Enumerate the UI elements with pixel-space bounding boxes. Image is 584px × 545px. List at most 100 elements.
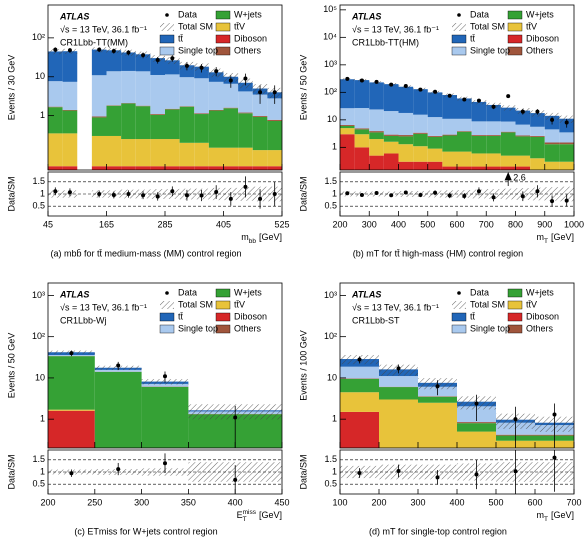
x-label-sub: T	[544, 516, 548, 523]
legend-swatch	[508, 35, 522, 43]
stack-segment	[457, 131, 472, 132]
x-tick-label: 450	[274, 497, 289, 507]
x-tick-label: 285	[157, 219, 172, 229]
ratio-point	[521, 194, 525, 198]
stack-segment	[340, 108, 355, 125]
legend-label: Total SM	[470, 21, 505, 31]
legend-label: Others	[234, 323, 262, 333]
stack-segment	[486, 167, 501, 172]
stack-segment	[457, 167, 472, 172]
ratio-point	[345, 191, 349, 195]
stack-segment	[516, 125, 531, 136]
y-tick-label: 1	[332, 414, 337, 424]
stack-segment	[486, 135, 501, 136]
y-tick-label: 10²	[324, 87, 337, 97]
stack-segment	[399, 87, 414, 113]
legend-label: tt̄V	[526, 21, 537, 31]
x-tick-label: 800	[508, 219, 523, 229]
x-tick-label: 250	[87, 497, 102, 507]
stack-segment	[340, 125, 355, 126]
data-point	[156, 58, 160, 62]
ratio-tick-label: 0.5	[324, 479, 337, 489]
stack-segment	[457, 422, 496, 423]
stack-segment	[142, 387, 189, 450]
ratio-overflow-arrow	[505, 173, 511, 186]
x-label-unit: [GeV]	[551, 232, 574, 242]
legend-swatch	[216, 325, 230, 333]
stack-segment	[48, 81, 63, 107]
legend-swatch	[216, 35, 230, 43]
stack-segment	[516, 135, 531, 136]
ratio-point	[170, 189, 174, 193]
stack-segment	[384, 136, 399, 142]
stack-segment	[457, 432, 496, 450]
data-point	[243, 77, 247, 81]
stack-segment	[340, 379, 379, 392]
stack-segment	[413, 133, 428, 134]
ratio-tick-label: 1	[40, 188, 45, 198]
x-tick-label: 600	[527, 497, 542, 507]
legend-label: Total SM	[178, 299, 213, 309]
data-point	[462, 97, 466, 101]
legend-label: Single top	[178, 45, 218, 55]
x-tick-label: 350	[181, 497, 196, 507]
ratio-point	[492, 195, 496, 199]
y-tick-label: 10²	[32, 331, 45, 341]
x-label-unit: [GeV]	[551, 510, 574, 520]
ratio-point	[477, 189, 481, 193]
stack-segment	[194, 166, 209, 172]
stack-segment	[194, 143, 209, 166]
stack-segment	[545, 162, 560, 172]
x-label-main: m	[537, 232, 545, 242]
data-point	[475, 401, 479, 405]
stack-segment	[267, 166, 282, 172]
ratio-point	[68, 190, 72, 194]
stack-segment	[399, 136, 414, 144]
stack-segment	[516, 167, 531, 172]
data-point	[404, 84, 408, 88]
legend-label: tt̄	[470, 33, 476, 43]
x-tick-label: 405	[216, 219, 231, 229]
x-tick-label: 400	[449, 497, 464, 507]
uncertainty-band	[501, 105, 516, 110]
ratio-point	[375, 191, 379, 195]
legend-swatch	[452, 23, 466, 31]
stack-segment	[238, 91, 253, 112]
stack-segment	[472, 136, 487, 154]
stack-segment	[107, 71, 122, 105]
caption: (d) mT for single-top control region	[369, 526, 507, 536]
y-tick-label: 10	[35, 372, 45, 382]
stack-segment	[486, 136, 501, 154]
legend-swatch	[160, 35, 174, 43]
stack-segment	[457, 423, 496, 431]
legend-swatch	[160, 23, 174, 31]
stack-segment	[107, 136, 122, 166]
stack-segment	[399, 135, 414, 136]
stack-segment	[413, 89, 428, 115]
ratio-area	[48, 176, 282, 208]
stack-segment	[48, 410, 95, 411]
legend-swatch	[216, 11, 230, 19]
legend-swatch	[452, 325, 466, 333]
stack-segment	[253, 166, 268, 172]
legend-swatch	[160, 313, 174, 321]
legend-label: Data	[178, 9, 197, 19]
y-tick-label: 10³	[324, 59, 337, 69]
plot-area	[48, 350, 282, 450]
stack-segment	[340, 134, 355, 172]
stack-segment	[165, 139, 180, 166]
ratio-tick-label: 1	[40, 466, 45, 476]
stack-segment	[63, 166, 78, 172]
stack-segment	[209, 82, 224, 110]
stack-segment	[238, 148, 253, 167]
stack-segment	[253, 150, 268, 166]
stack-segment	[267, 120, 282, 121]
stack-segment	[559, 143, 574, 145]
stack-segment	[63, 111, 78, 134]
stack-segment	[355, 108, 370, 128]
legend-data-marker	[165, 13, 169, 17]
stack-segment	[340, 126, 355, 128]
plot-area	[340, 77, 574, 172]
